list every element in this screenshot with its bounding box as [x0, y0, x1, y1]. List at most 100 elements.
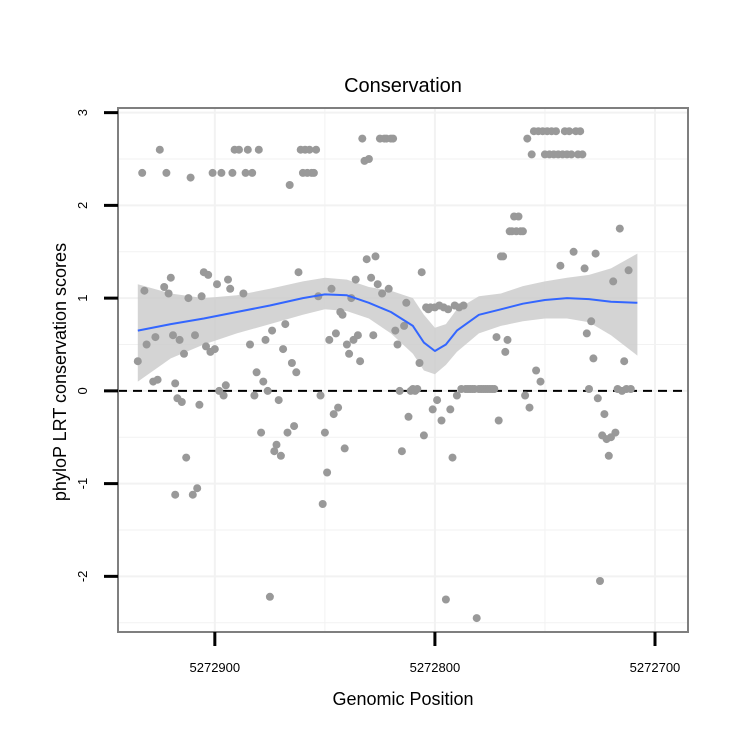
y-tick-label: 3 [75, 109, 90, 116]
data-point [342, 340, 351, 349]
data-point [272, 440, 281, 449]
data-point [567, 150, 576, 159]
y-tick-label: -2 [75, 571, 90, 583]
data-point [589, 354, 598, 363]
data-point [472, 614, 481, 623]
data-point [250, 391, 259, 400]
data-point [389, 134, 398, 143]
data-point [263, 386, 272, 395]
data-point [213, 280, 221, 289]
data-point [239, 289, 248, 298]
data-point [283, 428, 292, 437]
data-point [371, 252, 380, 261]
data-point [556, 261, 565, 270]
data-point [518, 227, 527, 236]
data-point [596, 577, 604, 585]
data-point [312, 145, 321, 154]
y-axis: -2 -1 0 1 2 3 [75, 109, 118, 582]
data-point [576, 127, 585, 136]
data-point [402, 298, 411, 307]
data-point [591, 249, 600, 258]
data-point [327, 284, 336, 293]
data-point [193, 484, 202, 493]
smooth-trend-line [137, 293, 638, 352]
data-point [241, 168, 250, 177]
data-point [210, 345, 219, 354]
data-point [243, 145, 252, 154]
data-point [582, 329, 591, 338]
data-point [552, 127, 560, 136]
data-point [140, 286, 149, 295]
data-point [565, 127, 574, 136]
y-tick-label: 2 [75, 202, 90, 209]
data-point [287, 359, 296, 367]
data-point [499, 252, 508, 261]
data-point [569, 247, 578, 256]
data-point [248, 168, 257, 177]
x-tick-label: 5272700 [630, 660, 681, 675]
data-point [219, 391, 228, 400]
data-point [615, 224, 624, 233]
data-point [356, 357, 365, 366]
data-point [204, 270, 213, 279]
y-tick-label: 0 [75, 387, 90, 394]
data-point [391, 326, 400, 335]
data-point [235, 145, 243, 154]
data-point [254, 145, 263, 154]
data-point [525, 403, 534, 412]
data-point [191, 331, 199, 340]
data-point [292, 368, 301, 377]
data-point [459, 301, 468, 310]
data-point [404, 412, 413, 421]
data-point [318, 500, 327, 508]
data-point [257, 428, 266, 437]
data-point [276, 451, 285, 460]
data-point [221, 381, 230, 390]
data-point [166, 273, 175, 282]
data-point [620, 357, 629, 366]
data-point [501, 347, 510, 356]
data-point [160, 283, 169, 291]
data-point [208, 168, 217, 177]
data-point [452, 391, 461, 400]
data-point [217, 168, 226, 177]
data-point [226, 284, 235, 293]
data-point [338, 310, 347, 319]
data-point [523, 134, 532, 143]
data-point [270, 447, 279, 456]
data-point [448, 453, 457, 462]
data-point [384, 284, 393, 293]
data-point [400, 321, 409, 330]
data-point [514, 212, 523, 221]
data-point [433, 396, 442, 405]
data-point [378, 289, 387, 298]
data-point [285, 181, 294, 189]
data-point [340, 444, 349, 453]
data-point [169, 331, 177, 340]
data-point [261, 335, 270, 344]
data-point [415, 359, 424, 367]
data-point [587, 317, 596, 326]
data-point [593, 394, 602, 403]
confidence-band [137, 253, 638, 382]
data-point [367, 273, 376, 282]
data-point [578, 150, 587, 159]
data-point [195, 400, 204, 409]
data-point [186, 173, 195, 182]
data-point [437, 416, 446, 425]
data-point [441, 595, 450, 604]
grid-lines [118, 108, 688, 632]
x-tick-label: 5272900 [190, 660, 241, 675]
data-point [265, 592, 274, 601]
data-point [290, 422, 299, 431]
data-point [334, 403, 343, 412]
data-point [171, 490, 180, 499]
data-point [177, 398, 186, 406]
data-point [373, 280, 382, 289]
data-point [274, 396, 283, 405]
chart-title: Conservation [344, 75, 462, 97]
data-point [428, 405, 437, 414]
panel-border [117, 107, 689, 633]
data-point [305, 145, 314, 154]
